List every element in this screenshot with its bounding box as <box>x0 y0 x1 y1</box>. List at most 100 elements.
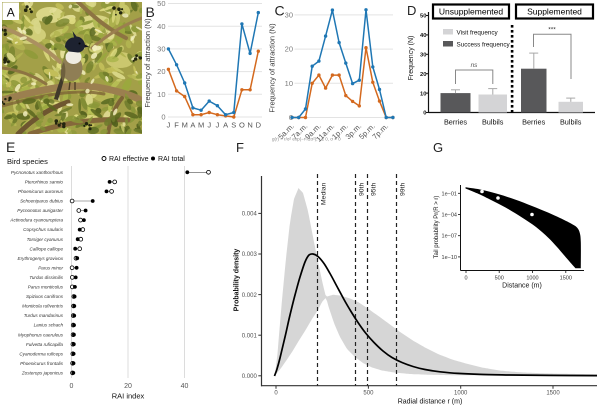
svg-text:Actinodura cyanouroptera: Actinodura cyanouroptera <box>9 218 63 223</box>
svg-text:20: 20 <box>420 72 426 78</box>
svg-text:M: M <box>182 121 188 130</box>
svg-text:E: E <box>6 139 15 155</box>
svg-text:Frequency (N): Frequency (N) <box>408 36 415 81</box>
svg-text:20: 20 <box>157 67 165 76</box>
svg-text:Frequency of attraction (N): Frequency of attraction (N) <box>268 23 277 113</box>
svg-text:0.003: 0.003 <box>242 252 258 258</box>
svg-text:95th: 95th <box>371 183 378 196</box>
svg-text:0.002: 0.002 <box>242 293 258 299</box>
svg-text:50: 50 <box>420 14 426 20</box>
svg-text:D: D <box>407 3 416 18</box>
svg-text:RAI total: RAI total <box>158 156 185 163</box>
svg-text:B: B <box>146 4 155 20</box>
svg-text:Pycnonotus xanthorrhous: Pycnonotus xanthorrhous <box>11 170 64 175</box>
svg-text:Median: Median <box>321 182 328 205</box>
svg-text:A: A <box>223 121 228 130</box>
svg-text:J: J <box>216 121 220 130</box>
svg-text:***: *** <box>548 27 556 34</box>
svg-text:1500: 1500 <box>546 391 560 397</box>
svg-text:0: 0 <box>274 391 278 397</box>
svg-text:J: J <box>207 121 211 130</box>
svg-text:Success frequency: Success frequency <box>457 41 511 48</box>
svg-text:20: 20 <box>124 383 132 390</box>
svg-text:ns: ns <box>471 62 479 69</box>
svg-text:G: G <box>433 140 443 155</box>
svg-text:N: N <box>247 121 252 130</box>
svg-text:Radial distance r (m): Radial distance r (m) <box>398 399 463 406</box>
svg-text:1000: 1000 <box>526 276 538 282</box>
svg-text:Fulvetta ruficapilla: Fulvetta ruficapilla <box>26 342 63 347</box>
svg-text:500: 500 <box>363 391 374 397</box>
svg-text:O: O <box>239 121 245 130</box>
svg-text:Bulbils: Bulbils <box>482 118 504 127</box>
svg-text:RAI effective: RAI effective <box>109 156 149 163</box>
svg-text:0.004: 0.004 <box>242 212 258 218</box>
svg-text:Pterorhinus sannio: Pterorhinus sannio <box>25 180 64 185</box>
svg-text:Supplemented: Supplemented <box>527 7 582 17</box>
svg-text:Visit frequency: Visit frequency <box>457 29 499 36</box>
svg-text:1e−07: 1e−07 <box>442 234 457 240</box>
svg-text:0: 0 <box>464 276 467 282</box>
svg-text:0: 0 <box>70 383 74 390</box>
svg-text:50: 50 <box>157 0 165 8</box>
svg-text:Cyanoderma ruficeps: Cyanoderma ruficeps <box>19 351 63 356</box>
svg-text:Phoenicurus auroreus: Phoenicurus auroreus <box>18 189 64 194</box>
svg-text:M: M <box>198 121 204 130</box>
svg-text:500: 500 <box>495 276 504 282</box>
svg-text:S: S <box>231 121 236 130</box>
svg-text:0: 0 <box>423 111 426 117</box>
svg-text:10: 10 <box>420 91 426 97</box>
svg-text:Calliope calliope: Calliope calliope <box>30 246 64 251</box>
svg-text:Bird species: Bird species <box>7 157 48 166</box>
svg-text:1e−10: 1e−10 <box>442 255 457 261</box>
svg-text:F: F <box>174 121 179 130</box>
svg-text:Unsupplemented: Unsupplemented <box>439 7 504 17</box>
svg-text:C: C <box>275 3 285 19</box>
svg-text:J: J <box>167 121 171 130</box>
svg-text:40: 40 <box>420 33 426 39</box>
svg-text:0.001: 0.001 <box>242 333 258 339</box>
svg-text:Erythrogenys gravivox: Erythrogenys gravivox <box>18 256 64 261</box>
svg-text:Turdus dissimilis: Turdus dissimilis <box>29 275 63 280</box>
svg-text:Distance (m): Distance (m) <box>502 283 542 290</box>
svg-text:99th: 99th <box>400 183 407 196</box>
svg-text:A: A <box>190 121 195 130</box>
svg-text:Copsychus saularis: Copsychus saularis <box>23 227 64 232</box>
svg-text:30: 30 <box>420 53 426 59</box>
svg-text:0.000: 0.000 <box>242 374 258 380</box>
svg-text:Myophonus caeruleus: Myophonus caeruleus <box>18 332 64 337</box>
svg-text:Berries: Berries <box>444 118 467 127</box>
svg-text:1500: 1500 <box>560 276 572 282</box>
svg-text:30: 30 <box>285 11 293 20</box>
svg-text:RAI index: RAI index <box>112 392 145 401</box>
svg-text:Tarsiger cyanurus: Tarsiger cyanurus <box>27 237 64 242</box>
svg-text:40: 40 <box>181 383 189 390</box>
svg-text:30: 30 <box>157 45 165 54</box>
svg-text:Berries: Berries <box>522 118 545 127</box>
svg-text:Parus monticolus: Parus monticolus <box>28 285 64 290</box>
svg-text:F: F <box>236 140 244 155</box>
svg-text:Frequency of attraction (N): Frequency of attraction (N) <box>143 18 152 108</box>
svg-text:90th: 90th <box>359 183 366 196</box>
svg-text:Probability density: Probability density <box>234 249 241 312</box>
svg-text:Tail probability Pr(R > r): Tail probability Pr(R > r) <box>434 196 440 259</box>
svg-text:0: 0 <box>161 113 165 122</box>
svg-text:10: 10 <box>157 90 165 99</box>
svg-text:1e−01: 1e−01 <box>442 191 457 197</box>
svg-text:20: 20 <box>285 45 293 54</box>
svg-text:Pycnonotus aurigaster: Pycnonotus aurigaster <box>17 208 63 213</box>
svg-text:Parus minor: Parus minor <box>38 265 63 270</box>
svg-text:Monticola rufiventris: Monticola rufiventris <box>22 304 64 309</box>
svg-text:10: 10 <box>285 79 293 88</box>
svg-text:Phoenicurus frontalis: Phoenicurus frontalis <box>20 361 64 366</box>
svg-text:Turdus mandarinus: Turdus mandarinus <box>24 313 64 318</box>
svg-text:1e−04: 1e−04 <box>442 213 457 219</box>
svg-text:g(r) = r/σ² exp(−r²/2σ²), r ≥: g(r) = r/σ² exp(−r²/2σ²), r ≥ 0, σ > 0 <box>272 137 341 142</box>
svg-text:Spizixos canifrons: Spizixos canifrons <box>26 294 64 299</box>
svg-text:Schoeniparus dubius: Schoeniparus dubius <box>20 199 64 204</box>
svg-text:Lanius schach: Lanius schach <box>34 323 64 328</box>
svg-text:1000: 1000 <box>454 391 468 397</box>
svg-text:Bulbils: Bulbils <box>560 118 582 127</box>
svg-text:Zosterops japonicus: Zosterops japonicus <box>21 371 64 376</box>
svg-text:A: A <box>7 6 15 20</box>
